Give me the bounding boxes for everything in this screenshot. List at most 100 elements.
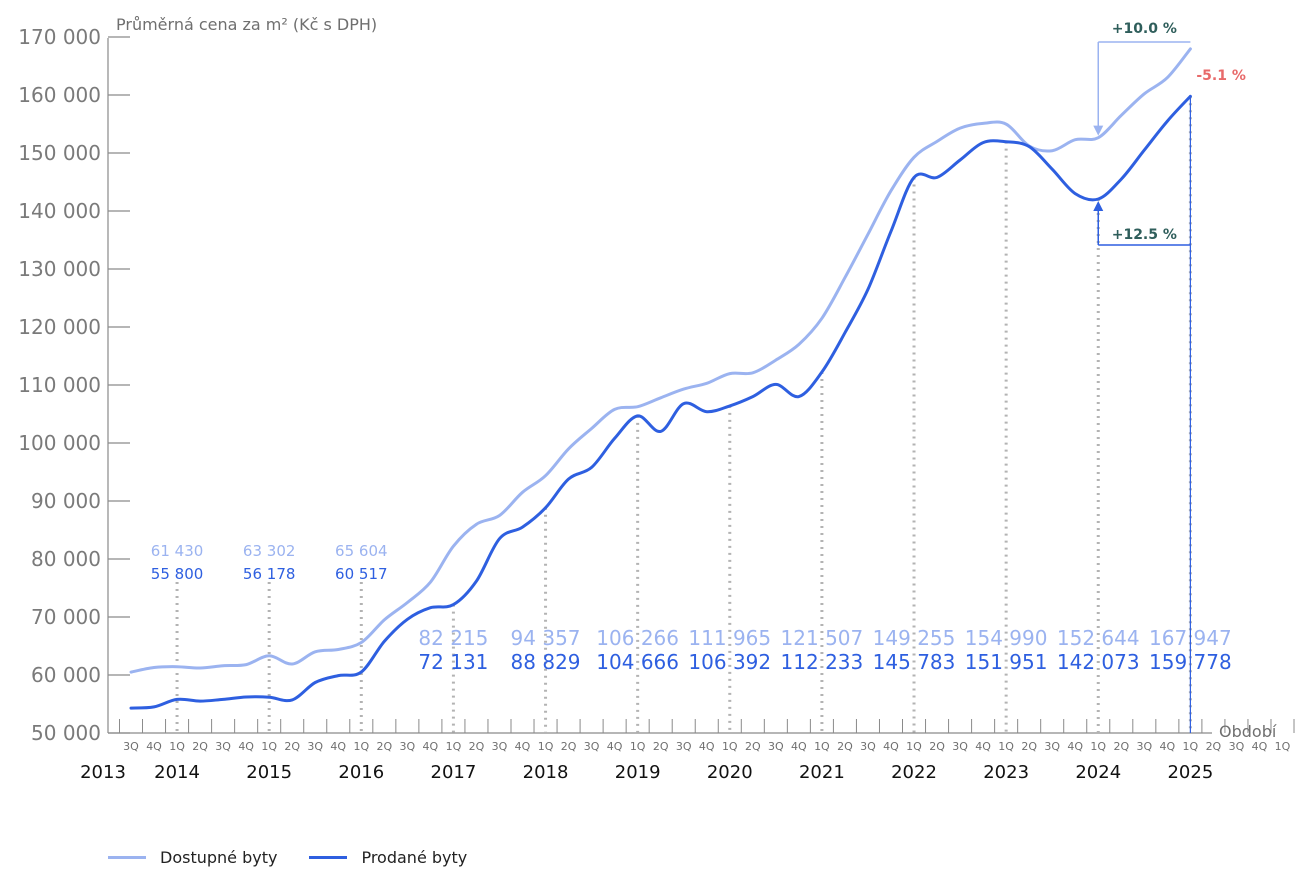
x-quarter-label: 4Q xyxy=(607,740,623,753)
x-quarter-label: 4Q xyxy=(330,740,346,753)
x-quarter-label: 4Q xyxy=(975,740,991,753)
data-label-dostupne: 111 965 xyxy=(688,626,771,650)
x-year-label: 2017 xyxy=(431,762,477,783)
x-quarter-label: 3Q xyxy=(952,740,968,753)
x-year-label: 2022 xyxy=(891,762,937,783)
x-year-label: 2021 xyxy=(799,762,845,783)
data-label-prodane: 88 829 xyxy=(511,650,581,674)
x-quarter-label: 2Q xyxy=(376,740,392,753)
x-quarter-label: 2Q xyxy=(837,740,853,753)
x-year-label: 2023 xyxy=(983,762,1029,783)
x-quarter-label: 2Q xyxy=(1113,740,1129,753)
x-quarter-label: 2Q xyxy=(284,740,300,753)
y-tick-label: 160 000 xyxy=(18,83,101,107)
data-label-dostupne: 61 430 xyxy=(151,542,204,560)
y-axis-title: Průměrná cena za m² (Kč s DPH) xyxy=(116,15,377,34)
series-lines xyxy=(129,47,1192,710)
series-line-prodane xyxy=(129,94,1192,710)
data-label-prodane: 112 233 xyxy=(781,650,864,674)
x-year-label: 2018 xyxy=(523,762,569,783)
annotation-label: +10.0 % xyxy=(1112,21,1177,37)
data-label-dostupne: 106 266 xyxy=(596,626,679,650)
x-quarter-label: 1Q xyxy=(446,740,462,753)
x-quarter-label: 1Q xyxy=(998,740,1014,753)
axes: 50 000 60 000 70 000 80 000 90 000 100 000 110… xyxy=(18,15,1295,783)
x-quarter-label: 1Q xyxy=(722,740,738,753)
x-quarter-label: 1Q xyxy=(353,740,369,753)
data-label-dostupne: 94 357 xyxy=(511,626,581,650)
x-year-label: 2016 xyxy=(338,762,384,783)
y-tick-label: 70 000 xyxy=(31,605,101,629)
legend: Dostupné byty Prodané byty xyxy=(108,848,467,867)
y-tick-label: 60 000 xyxy=(31,663,101,687)
x-quarter-label: 1Q xyxy=(169,740,185,753)
x-quarter-label: 1Q xyxy=(1275,740,1291,753)
x-year-label: 2025 xyxy=(1167,762,1213,783)
legend-item-prodane: Prodané byty xyxy=(309,848,467,867)
x-quarter-label: 3Q xyxy=(307,740,323,753)
data-label-dostupne: 149 255 xyxy=(873,626,956,650)
legend-swatch-prodane xyxy=(309,856,348,859)
x-quarter-label: 2Q xyxy=(192,740,208,753)
x-quarter-label: 4Q xyxy=(1067,740,1083,753)
y-tick-label: 150 000 xyxy=(18,141,101,165)
x-quarter-label: 3Q xyxy=(1044,740,1060,753)
legend-label-prodane: Prodané byty xyxy=(361,848,468,867)
x-year-label: 2019 xyxy=(615,762,661,783)
x-quarter-label: 1Q xyxy=(906,740,922,753)
annotations: +10.0 % -5.1 % +12.5 % xyxy=(1093,21,1246,733)
x-quarter-label: 4Q xyxy=(423,740,439,753)
y-tick-label: 100 000 xyxy=(18,431,101,455)
x-quarter-label: 2Q xyxy=(929,740,945,753)
x-year-label: 2013 xyxy=(80,762,126,783)
x-year-label: 2015 xyxy=(246,762,292,783)
data-label-dostupne: 152 644 xyxy=(1057,626,1140,650)
x-quarter-label: 4Q xyxy=(1160,740,1176,753)
annotation-label: -5.1 % xyxy=(1196,68,1246,84)
data-label-prodane: 142 073 xyxy=(1057,650,1140,674)
x-quarter-label: 1Q xyxy=(814,740,830,753)
x-quarter-label: 1Q xyxy=(261,740,277,753)
x-quarter-label: 4Q xyxy=(146,740,162,753)
x-quarter-label: 3Q xyxy=(215,740,231,753)
x-quarter-label: 4Q xyxy=(1252,740,1268,753)
y-tick-label: 80 000 xyxy=(31,547,101,571)
x-year-label: 2024 xyxy=(1075,762,1121,783)
x-quarter-label: 4Q xyxy=(791,740,807,753)
data-label-prodane: 72 131 xyxy=(418,650,488,674)
x-axis-title: Období xyxy=(1219,722,1277,741)
annotation-arrowhead xyxy=(1093,200,1104,211)
data-label-prodane: 55 800 xyxy=(151,565,204,583)
x-quarter-label: 3Q xyxy=(400,740,416,753)
y-tick-label: 140 000 xyxy=(18,199,101,223)
x-quarter-label: 4Q xyxy=(699,740,715,753)
x-quarter-label: 3Q xyxy=(676,740,692,753)
x-quarter-label: 1Q xyxy=(1090,740,1106,753)
series-line-dostupne xyxy=(129,47,1192,674)
x-quarter-label: 3Q xyxy=(768,740,784,753)
x-quarter-label: 3Q xyxy=(860,740,876,753)
data-label-prodane: 151 951 xyxy=(965,650,1048,674)
data-label-dostupne: 154 990 xyxy=(965,626,1048,650)
x-quarter-label: 4Q xyxy=(883,740,899,753)
x-quarter-label: 1Q xyxy=(1183,740,1199,753)
y-tick-label: 170 000 xyxy=(18,25,101,49)
data-label-prodane: 106 392 xyxy=(688,650,771,674)
x-year-label: 2014 xyxy=(154,762,200,783)
legend-label-dostupne: Dostupné byty xyxy=(160,848,278,867)
x-quarter-label: 4Q xyxy=(238,740,254,753)
x-quarter-label: 1Q xyxy=(538,740,554,753)
x-quarter-label: 2Q xyxy=(1021,740,1037,753)
data-label-prodane: 60 517 xyxy=(335,565,388,583)
legend-item-dostupne: Dostupné byty xyxy=(108,848,277,867)
x-quarter-label: 3Q xyxy=(584,740,600,753)
data-label-dostupne: 63 302 xyxy=(243,542,296,560)
data-label-prodane: 56 178 xyxy=(243,565,296,583)
y-tick-label: 50 000 xyxy=(31,721,101,745)
x-quarter-label: 3Q xyxy=(1229,740,1245,753)
x-quarter-label: 3Q xyxy=(123,740,139,753)
x-quarter-label: 4Q xyxy=(515,740,531,753)
annotation-label: +12.5 % xyxy=(1112,227,1177,243)
data-label-dostupne: 82 215 xyxy=(418,626,488,650)
